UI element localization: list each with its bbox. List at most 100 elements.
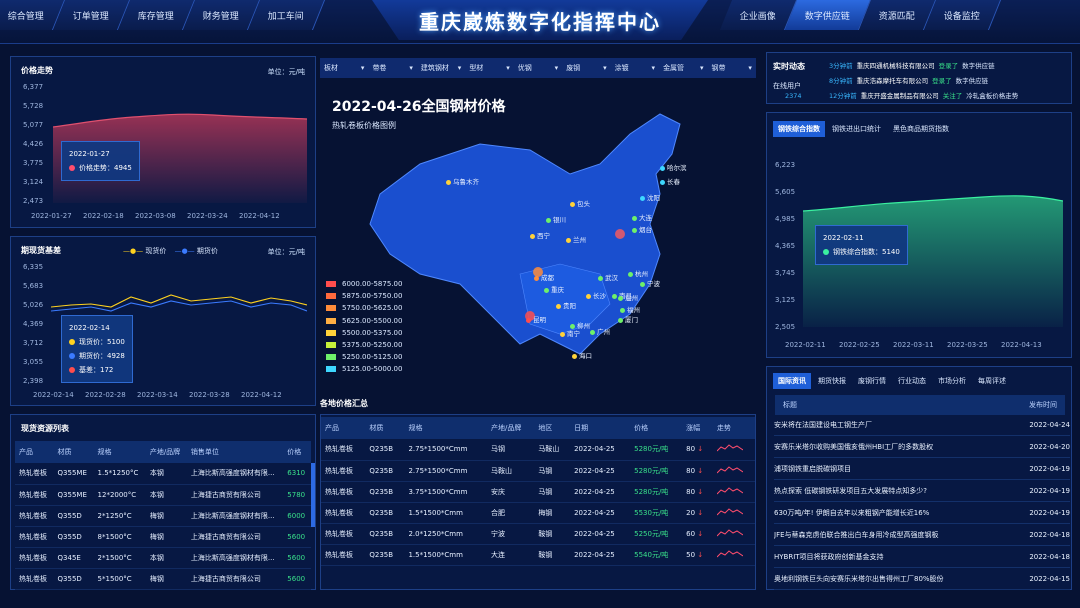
y-tick: 5,077: [23, 121, 44, 129]
table-cell: 梅钢: [145, 526, 187, 548]
map-city[interactable]: 厦门: [618, 314, 638, 324]
table-cell: 上海比斯高强度钢材有限...: [186, 547, 284, 569]
news-item[interactable]: 浦项钢铁重启脱碳钢项目 2022-04-19: [774, 458, 1070, 480]
tab-futures-brief[interactable]: 期货快报: [818, 377, 846, 385]
map-city[interactable]: 杭州: [628, 268, 648, 278]
tab-intl-news[interactable]: 国际资讯: [773, 373, 811, 389]
tab-steel-index[interactable]: 钢铁综合指数: [773, 121, 825, 137]
map-city[interactable]: 福州: [620, 304, 640, 314]
map-city[interactable]: 包头: [570, 198, 590, 208]
table-row[interactable]: 热轧卷板 Q355D 8*1500°C 梅钢 上海捷古商贸有限公司 5600: [15, 526, 311, 548]
table-cell: 大连: [487, 544, 535, 566]
table-row[interactable]: 热轧卷板 Q355ME 1.5*1250°C 本钢 上海比斯高强度钢材有限... 6310: [15, 463, 311, 485]
category-item[interactable]: 金属管 ▾: [663, 64, 704, 72]
tab-analysis[interactable]: 市场分析: [938, 377, 966, 385]
map-city[interactable]: 广州: [590, 326, 610, 336]
map-city[interactable]: 海口: [572, 350, 592, 360]
table-cell: 热轧卷板: [321, 460, 366, 482]
y-tick: 2,398: [23, 377, 44, 385]
map-city[interactable]: 沈阳: [640, 192, 660, 202]
index-panel: 钢铁综合指数 钢铁进出口统计 黑色商品期货指数 6,223 5,605 4,98…: [766, 112, 1072, 358]
table-row[interactable]: 热轧卷板 Q235B 1.5*1500*Cmm 大连 鞍钢 2022-04-25 5540元…: [321, 544, 755, 566]
table-row[interactable]: 热轧卷板 Q345E 2*1500°C 本钢 上海比斯高强度钢材有限... 5600: [15, 547, 311, 569]
map-city[interactable]: 昆明: [526, 314, 546, 324]
map-city[interactable]: 烟台: [632, 224, 652, 234]
table-cell: Q235B: [365, 439, 405, 461]
table-row[interactable]: 热轧卷板 Q235B 2.0*1250*Cmm 宁波 鞍钢 2022-04-25 5250元…: [321, 523, 755, 545]
map-subtitle: 热轧卷板价格图例: [332, 121, 396, 130]
map-city[interactable]: 大连: [632, 212, 652, 222]
category-item[interactable]: 板材 ▾: [324, 64, 365, 72]
map-city[interactable]: 银川: [546, 214, 566, 224]
map-city[interactable]: 西宁: [530, 230, 550, 240]
news-item[interactable]: 安赛乐米塔尔收购美国俄亥俄州HBI工厂的多数股权 2022-04-20: [774, 436, 1070, 458]
table-row[interactable]: 热轧卷板 Q355ME 12*2000°C 本钢 上海捷古商贸有限公司 5780: [15, 484, 311, 506]
page-title: 重庆崴炼数字化指挥中心: [419, 9, 661, 34]
map-city[interactable]: 哈尔滨: [660, 162, 687, 172]
spot-resource-title: 现货资源列表: [21, 424, 69, 433]
news-tabs: 国际资讯 期货快报 废钢行情 行业动态 市场分析 每周评述: [773, 373, 1011, 389]
scrollbar-thumb[interactable]: [311, 463, 315, 527]
table-cell: 2*1500°C: [93, 547, 146, 569]
legend-item: 5625.00-5500.00: [326, 315, 402, 327]
news-item[interactable]: HYBRIT项目将获政府创新基金支持 2022-04-18: [774, 546, 1070, 568]
tab-scrap-market[interactable]: 废钢行情: [858, 377, 886, 385]
y-tick: 2,505: [775, 323, 796, 331]
map-city[interactable]: 南宁: [560, 328, 580, 338]
table-row[interactable]: 热轧卷板 Q235B 1.5*1500*Cmm 合肥 梅钢 2022-04-25 5530元…: [321, 502, 755, 524]
table-cell: 2022-04-25: [570, 439, 631, 461]
table-row[interactable]: 热轧卷板 Q235B 2.75*1500*Cmm 马钢 马鞍山 2022-04-25 528…: [321, 439, 755, 461]
trend-sparkline: [713, 481, 755, 503]
map-city[interactable]: 长沙: [586, 290, 606, 300]
table-row[interactable]: 热轧卷板 Q355D 5*1500°C 梅钢 上海捷古商贸有限公司 5600: [15, 568, 311, 590]
map-city[interactable]: 重庆: [544, 284, 564, 294]
x-tick: 2022-01-27: [31, 212, 72, 220]
map-city[interactable]: 兰州: [566, 234, 586, 244]
regional-title: 各地价格汇总: [320, 399, 368, 408]
table-row[interactable]: 热轧卷板 Q235B 2.75*1500*Cmm 马鞍山 马钢 2022-04-25 528…: [321, 460, 755, 482]
map-city[interactable]: 柳州: [570, 320, 590, 330]
news-item[interactable]: JFE与蒂森克虏伯联合推出白车身用冷成型高强度钢板 2022-04-18: [774, 524, 1070, 546]
map-city[interactable]: 成都: [534, 272, 554, 282]
arrow-down-icon: ↓: [697, 529, 704, 538]
map-city[interactable]: 长春: [660, 176, 680, 186]
tab-industry[interactable]: 行业动态: [898, 377, 926, 385]
spot-resource-panel: 现货资源列表 产品 材质 规格 产地/品牌 销售单位 价格 热轧卷板 Q355ME…: [10, 414, 316, 590]
map-city[interactable]: 南昌: [612, 290, 632, 300]
map-city[interactable]: 贵阳: [556, 300, 576, 310]
tab-futures-index[interactable]: 黑色商品期货指数: [893, 125, 949, 133]
news-item[interactable]: 630万吨/年! 伊朗自去年以来粗钢产能增长近16% 2022-04-19: [774, 502, 1070, 524]
table-cell: 5780: [283, 484, 311, 506]
category-item[interactable]: 优钢 ▾: [517, 64, 559, 72]
category-item[interactable]: 带卷 ▾: [372, 64, 413, 72]
x-tick: 2022-03-11: [893, 341, 934, 349]
table-cell: 5*1500°C: [93, 568, 146, 590]
category-item[interactable]: 涂镀 ▾: [614, 64, 656, 72]
table-cell: 马钢: [487, 439, 535, 461]
category-item[interactable]: 建筑钢材 ▾: [420, 64, 462, 72]
news-item[interactable]: 安米将在法国建设电工钢生产厂 2022-04-24: [774, 414, 1070, 436]
map-city[interactable]: 乌鲁木齐: [446, 176, 479, 186]
tab-import-export[interactable]: 钢铁进出口统计: [832, 125, 881, 133]
city-marker-icon: [628, 271, 633, 277]
price-trend-unit: 单位：元/吨: [267, 68, 305, 76]
table-cell: 上海捷古商贸有限公司: [186, 568, 284, 590]
tab-weekly[interactable]: 每周评述: [978, 377, 1006, 385]
map-title: 2022-04-26全国钢材价格: [332, 99, 506, 115]
category-item[interactable]: 钢带 ▾: [711, 64, 752, 72]
nav-item-devices[interactable]: 设备监控: [923, 0, 1002, 30]
legend-swatch: [326, 293, 336, 300]
arrow-down-icon: ↓: [697, 550, 704, 559]
map-city[interactable]: 武汉: [598, 272, 618, 282]
category-item[interactable]: 型材 ▾: [469, 64, 510, 72]
news-item[interactable]: 热点探索 低碳钢铁研发项目五大发展特点知多少? 2022-04-19: [774, 480, 1070, 502]
table-row[interactable]: 热轧卷板 Q355D 2*1250°C 梅钢 上海比斯高强度钢材有限... 6000: [15, 505, 311, 527]
nav-item-supply-chain[interactable]: 数字供应链: [784, 0, 872, 30]
table-row[interactable]: 热轧卷板 Q235B 3.75*1500*Cmm 安庆 马钢 2022-04-25 5280…: [321, 481, 755, 503]
category-item[interactable]: 废钢 ▾: [566, 64, 607, 72]
news-item[interactable]: 奥地利钢铁巨头向安赛乐米塔尔出售得州工厂80%股份 2022-04-15: [774, 568, 1070, 590]
legend-swatch: [326, 281, 336, 288]
nav-item-workshop[interactable]: 加工车间: [248, 0, 326, 30]
map-city[interactable]: 宁波: [640, 278, 660, 288]
map-city[interactable]: 温州: [618, 292, 638, 302]
